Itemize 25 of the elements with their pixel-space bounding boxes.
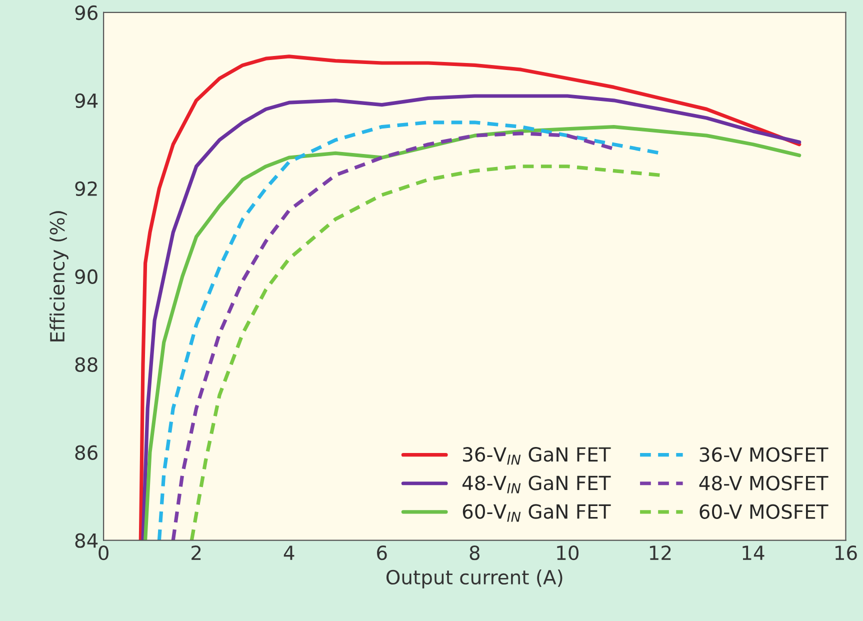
- x-tick-label: 12: [650, 545, 671, 560]
- legend-label: 48-V MOSFET: [699, 476, 828, 490]
- x-tick-label: 0: [98, 545, 108, 560]
- y-tick-label: 96: [75, 5, 98, 20]
- x-tick-label: 16: [836, 545, 857, 560]
- legend-label: 36-V$_{IN}$ GaN FET: [463, 447, 611, 465]
- legend-label: 60-V MOSFET: [700, 504, 828, 520]
- legend-label: 60-V$_{IN}$ GaN FET: [462, 504, 611, 522]
- y-tick-label: 84: [75, 533, 98, 548]
- x-tick-label: 8: [470, 545, 480, 560]
- y-tick-label: 92: [75, 181, 97, 196]
- x-tick-label: 2: [192, 545, 201, 560]
- line-series: [190, 164, 662, 540]
- legend-label: 48-V$_{IN}$ GaN FET: [462, 476, 611, 494]
- x-tick-label: 4: [284, 546, 294, 560]
- x-tick-label: 6: [377, 545, 387, 560]
- x-tick-label: 10: [557, 545, 578, 560]
- x-tick-label: 14: [742, 546, 764, 560]
- y-tick-label: 88: [75, 357, 98, 372]
- y-tick-label: 86: [75, 445, 98, 460]
- x-axis-title: Output current (A): [386, 570, 562, 588]
- y-tick-label: 94: [75, 93, 98, 108]
- y-axis-title: Efficiency (%): [50, 211, 68, 342]
- legend-label: 36-V MOSFET: [700, 447, 828, 462]
- y-tick-label: 90: [75, 269, 98, 284]
